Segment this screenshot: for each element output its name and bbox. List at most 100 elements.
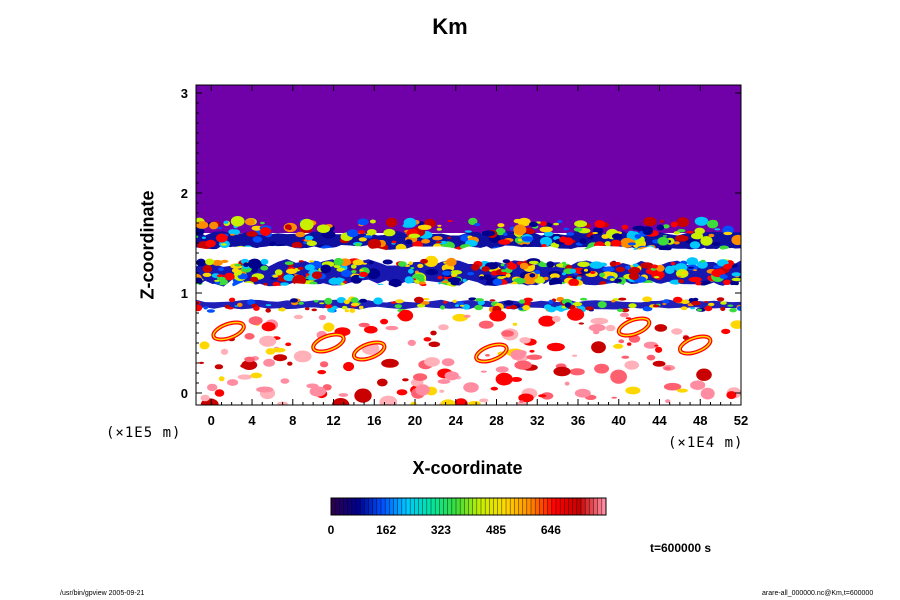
colorbar-segment: [331, 498, 336, 515]
colorbar-segment: [576, 498, 582, 515]
colorbar-segment: [481, 498, 486, 515]
x-tick-label: 16: [367, 413, 381, 428]
colorbar-segment: [485, 498, 490, 515]
y-tick-label: 0: [181, 386, 188, 401]
colorbar-segment: [351, 498, 357, 515]
colorbar-segment: [522, 498, 528, 515]
colorbar-segment: [589, 498, 594, 515]
colorbar-segment: [414, 498, 419, 515]
colorbar-segment: [464, 498, 469, 515]
convective-arc-core: [679, 335, 712, 355]
colorbar-segment: [418, 498, 424, 515]
x-tick-label: 4: [248, 413, 256, 428]
colorbar-segment: [343, 498, 349, 515]
colorbar-segment: [372, 498, 378, 515]
x-tick-label: 40: [612, 413, 626, 428]
chart-title: Km: [432, 14, 468, 39]
colorbar-tick-label: 485: [486, 523, 506, 537]
x-tick-label: 36: [571, 413, 585, 428]
colorbar-segment: [422, 498, 428, 515]
time-annotation: t=600000 s: [650, 541, 712, 555]
footer-right: arare-all_000000.nc@Km,t=600000: [762, 590, 874, 597]
field-layer: [196, 85, 741, 405]
colorbar-segment: [410, 498, 415, 515]
colorbar-segment: [347, 498, 353, 515]
colorbar-segment: [389, 498, 394, 515]
x-tick-label: 48: [693, 413, 707, 428]
colorbar-segment: [356, 498, 361, 515]
x-axis-label: X-coordinate: [412, 458, 523, 478]
colorbar-segment: [510, 498, 515, 515]
x-tick-label: 28: [489, 413, 503, 428]
plot-frame: [195, 84, 742, 406]
colorbar-segment: [543, 498, 549, 515]
colorbar-segment: [572, 498, 578, 515]
colorbar-segment: [443, 498, 449, 515]
convective-arc-core: [618, 317, 651, 337]
colorbar-segment: [518, 498, 524, 515]
y-tick-label: 1: [181, 286, 188, 301]
colorbar-segment: [472, 498, 478, 515]
convective-arc-core: [312, 333, 345, 353]
colorbar-segment: [401, 498, 407, 515]
colorbar-tick-label: 646: [541, 523, 561, 537]
convective-arc-core: [475, 343, 508, 363]
colorbar-segment: [335, 498, 340, 515]
colorbar-segment: [426, 498, 432, 515]
colorbar-segment: [601, 498, 607, 515]
colorbar-tick-label: 323: [431, 523, 451, 537]
lower-white-band: [196, 282, 741, 304]
y-axis-scale: (×1E5 m): [106, 425, 182, 441]
x-tick-label: 8: [289, 413, 296, 428]
colorbar-segment: [568, 498, 574, 515]
upper-region: [196, 85, 741, 233]
colorbar-segment: [535, 498, 540, 515]
boundary-layer-patches: [198, 308, 741, 405]
colorbar-segment: [393, 498, 399, 515]
colorbar-segment: [531, 498, 536, 515]
y-tick-label: 3: [181, 86, 188, 101]
x-tick-label: 44: [652, 413, 667, 428]
lower-band-eddies: [196, 296, 741, 314]
colorbar-segment: [368, 498, 374, 515]
colorbar-segment: [585, 498, 590, 515]
x-axis-scale: (×1E4 m): [668, 435, 744, 451]
y-tick-label: 2: [181, 186, 188, 201]
colorbar-frame: [330, 497, 607, 516]
colorbar-segment: [435, 498, 440, 515]
colorbar-segment: [360, 498, 365, 515]
x-tick-label: 12: [326, 413, 340, 428]
colorbar-segment: [539, 498, 544, 515]
x-tick-label: 0: [208, 413, 215, 428]
convective-arc-core: [353, 341, 386, 361]
x-tick-label: 20: [408, 413, 422, 428]
colorbar-segment: [560, 498, 565, 515]
colorbar-segment: [397, 498, 403, 515]
colorbar-segment: [489, 498, 494, 515]
colorbar-segment: [376, 498, 382, 515]
colorbar-segment: [431, 498, 436, 515]
colorbar-segment: [581, 498, 586, 515]
x-tick-label: 52: [734, 413, 748, 428]
colorbar-tick-label: 0: [328, 523, 335, 537]
colorbar-segment: [526, 498, 532, 515]
colorbar-segment: [547, 498, 553, 515]
colorbar-segment: [451, 498, 457, 515]
x-tick-label: 24: [449, 413, 464, 428]
colorbar-segment: [514, 498, 519, 515]
colorbar-segment: [460, 498, 465, 515]
colorbar-segment: [593, 498, 599, 515]
colorbar-segment: [439, 498, 444, 515]
colorbar-segment: [493, 498, 499, 515]
y-axis-label: Z-coordinate: [137, 190, 158, 300]
colorbar-segment: [501, 498, 507, 515]
x-tick-label: 32: [530, 413, 544, 428]
colorbar-segment: [381, 498, 386, 515]
colorbar-segment: [468, 498, 474, 515]
colorbar-segment: [506, 498, 511, 515]
colorbar-segment: [456, 498, 461, 515]
colorbar: 0 162 323 485 646: [328, 497, 607, 537]
footer-left: /usr/bin/gpview 2005-09-21: [60, 590, 145, 597]
colorbar-segment: [597, 498, 603, 515]
